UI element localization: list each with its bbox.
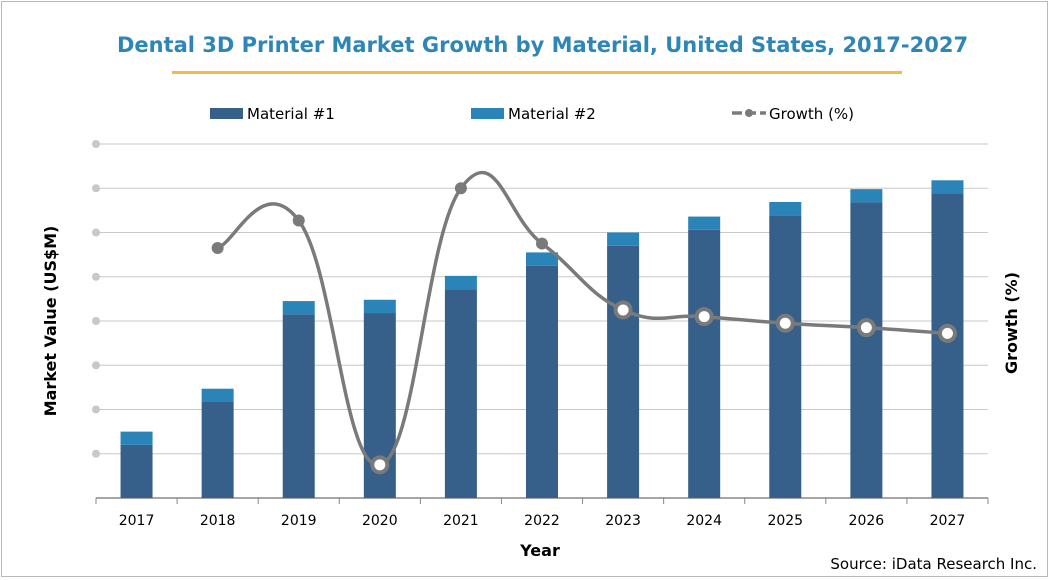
x-tick-label-2027: 2027	[930, 513, 966, 529]
bar-material-1-2024	[688, 229, 721, 498]
x-axis-label: Year	[519, 541, 560, 560]
y-tick-marker	[92, 184, 100, 193]
growth-point-2019	[292, 214, 305, 227]
legend-swatch-2	[471, 108, 504, 119]
bar-material-2-2021	[444, 275, 477, 290]
y-axis-label-left: Market Value (US$M)	[41, 226, 60, 417]
bar-material-2-2018	[201, 388, 234, 402]
x-tick-label-2021: 2021	[443, 513, 479, 529]
bar-material-1-2022	[526, 265, 558, 498]
legend-swatch-marker	[745, 109, 753, 117]
x-tick-label-2024: 2024	[686, 513, 722, 529]
growth-curve	[216, 170, 948, 467]
chart-title: Dental 3D Printer Market Growth by Mater…	[116, 33, 969, 57]
x-tick-label-2018: 2018	[200, 513, 236, 529]
x-tick-label-2017: 2017	[119, 513, 155, 529]
bar-material-2-2026	[850, 189, 883, 203]
growth-point-2018	[211, 241, 224, 254]
bar-material-2-2024	[688, 216, 721, 230]
legend-label-growth: Growth (%)	[769, 105, 854, 123]
growth-point-2026	[856, 318, 876, 338]
bar-material-2-2019	[282, 301, 315, 315]
bar-material-1-2021	[444, 289, 477, 498]
legend: Material #1 Material #2 Growth (%)	[210, 105, 854, 123]
x-tick-label-2025: 2025	[767, 513, 803, 529]
title-underline	[172, 71, 902, 74]
x-tick-label-2022: 2022	[524, 513, 560, 529]
y-tick-marker	[92, 272, 100, 281]
x-tick-label-2026: 2026	[849, 513, 885, 529]
growth-point-2023	[613, 300, 633, 320]
bar-material-2-2020	[363, 299, 396, 314]
bar-material-2-2023	[607, 232, 640, 246]
growth-point-2025	[775, 313, 795, 333]
y-tick-marker	[92, 228, 100, 237]
y-tick-marker	[92, 317, 100, 325]
y-tick-marker	[92, 361, 100, 370]
y-tick-marker	[92, 140, 100, 148]
bar-material-2-2025	[769, 201, 802, 216]
bar-material-1-2019	[282, 314, 315, 498]
bar-material-2-2017	[120, 431, 153, 445]
growth-point-2022	[536, 237, 548, 250]
bar-material-2-2022	[526, 252, 558, 266]
x-tick-label-2023: 2023	[605, 513, 641, 529]
bar-material-1-2025	[769, 215, 802, 498]
legend-swatch-1	[210, 108, 243, 119]
y-axis-label-right: Growth (%)	[1002, 272, 1021, 374]
x-tick-label-2020: 2020	[362, 513, 398, 529]
legend-label-2: Material #2	[508, 105, 596, 123]
growth-line	[211, 170, 957, 475]
y-tick-marker	[92, 405, 100, 414]
bar-material-1-2018	[201, 401, 234, 498]
growth-point-2024	[694, 307, 714, 327]
growth-point-2020	[370, 455, 390, 475]
x-tick-labels: 2017 2018 2019 2020 2021 2022 2023 2024 2025 2026…	[119, 513, 966, 529]
bar-material-1-2023	[607, 245, 640, 498]
y-tick-marker	[92, 449, 100, 458]
legend-label-1: Material #1	[247, 105, 335, 123]
bar-material-2-2027	[931, 180, 964, 194]
bar-material-1-2027	[931, 193, 964, 498]
bar-material-1-2026	[850, 202, 883, 498]
source-note: Source: iData Research Inc.	[830, 555, 1037, 573]
x-tick-label-2019: 2019	[281, 513, 317, 529]
growth-point-2027	[937, 323, 957, 343]
growth-point-2021	[454, 182, 467, 195]
bar-material-1-2017	[120, 444, 153, 498]
bars	[120, 180, 964, 498]
